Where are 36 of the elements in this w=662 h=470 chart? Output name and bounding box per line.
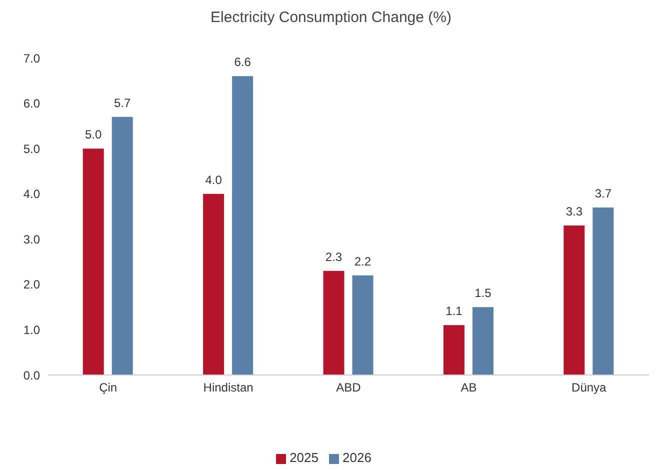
bar xyxy=(82,148,104,375)
x-tick-label: Dünya xyxy=(572,380,607,395)
bar xyxy=(352,275,374,375)
data-label: 2.2 xyxy=(354,254,372,268)
data-label: 6.6 xyxy=(234,55,252,70)
bar xyxy=(323,270,344,375)
data-label: 2.3 xyxy=(325,250,342,264)
bar xyxy=(203,194,224,375)
x-tick-label: Hindistan xyxy=(203,380,254,395)
bar xyxy=(112,116,133,375)
y-tick-label: 1.0 xyxy=(23,322,40,337)
bar xyxy=(564,226,585,375)
data-label: 5.7 xyxy=(114,96,132,110)
data-label: 4.0 xyxy=(205,172,222,187)
y-tick-label: 4.0 xyxy=(23,187,40,202)
legend-label: 2026 xyxy=(342,450,372,465)
bar xyxy=(592,207,614,375)
bar xyxy=(232,76,254,375)
data-label: 3.3 xyxy=(566,204,583,219)
data-label: 1.5 xyxy=(474,286,492,300)
data-label: 3.7 xyxy=(594,186,612,200)
legend-label: 2025 xyxy=(290,450,318,465)
y-tick-label: 5.0 xyxy=(23,142,40,156)
x-tick-label: Çin xyxy=(99,380,118,395)
x-tick-label: ABD xyxy=(336,380,362,395)
data-label: 5.0 xyxy=(85,128,102,142)
y-tick-label: 7.0 xyxy=(23,51,40,66)
bar xyxy=(443,325,464,375)
chart-title: Electricity Consumption Change (%) xyxy=(210,8,452,28)
data-label: 1.1 xyxy=(446,304,463,318)
y-tick-label: 2.0 xyxy=(23,278,40,292)
y-tick-label: 0.0 xyxy=(23,368,40,382)
x-tick-label: AB xyxy=(460,380,477,395)
bar xyxy=(472,307,494,375)
y-tick-label: 6.0 xyxy=(23,96,40,111)
y-tick-label: 3.0 xyxy=(23,232,40,246)
